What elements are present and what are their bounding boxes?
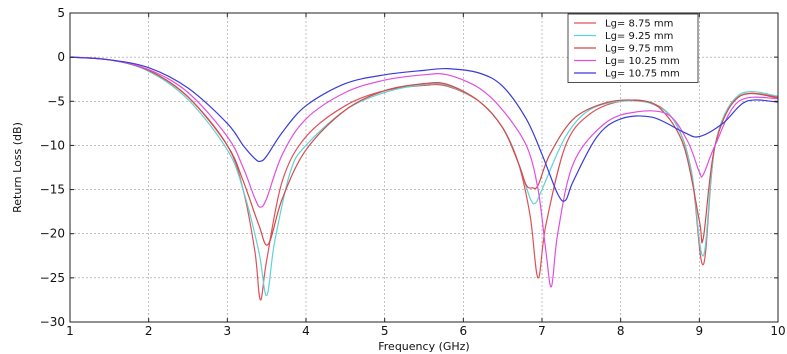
x-tick-label: 1 [66,324,74,338]
plot-frame [69,12,779,323]
x-tick-label: 2 [145,324,153,338]
series-line-2 [69,56,779,297]
y-tick-label: 5 [57,6,65,20]
y-tick-label: −25 [40,271,65,285]
legend-entry-label: Lg= 9.75 mm [605,44,673,55]
x-tick-label: 3 [224,324,232,338]
y-axis-label: Return Loss (dB) [11,122,24,213]
y-tick-label: −30 [40,315,65,329]
axis-ticks: 1 2 3 4 5 6 7 8 9 10 5 0 −5 −10 −15 −20 −25 −30 [40,6,786,338]
y-tick-label: −15 [40,183,65,197]
series-line-1 [69,56,779,301]
x-tick-label: 9 [696,324,704,338]
x-tick-label: 10 [770,324,785,338]
series-line-4 [69,56,779,288]
x-tick-label: 5 [381,324,389,338]
y-tick-label: −5 [47,94,65,108]
series-line-3 [69,56,779,246]
x-tick-label: 8 [617,324,625,338]
legend-entry-label: Lg= 10.75 mm [605,69,680,80]
legend-entry-label: Lg= 8.75 mm [605,19,673,30]
series-line-5 [69,56,779,202]
y-tick-label: −20 [40,227,65,241]
x-tick-label: 7 [538,324,546,338]
x-axis-label: Frequency (GHz) [378,340,469,353]
legend-entry-label: Lg= 10.25 mm [605,56,680,67]
y-tick-label: 0 [57,50,65,64]
x-tick-label: 6 [460,324,468,338]
x-tick-label: 4 [302,324,310,338]
series-lines [69,56,779,301]
legend-entry-label: Lg= 9.25 mm [605,31,673,42]
y-tick-label: −10 [40,138,65,152]
